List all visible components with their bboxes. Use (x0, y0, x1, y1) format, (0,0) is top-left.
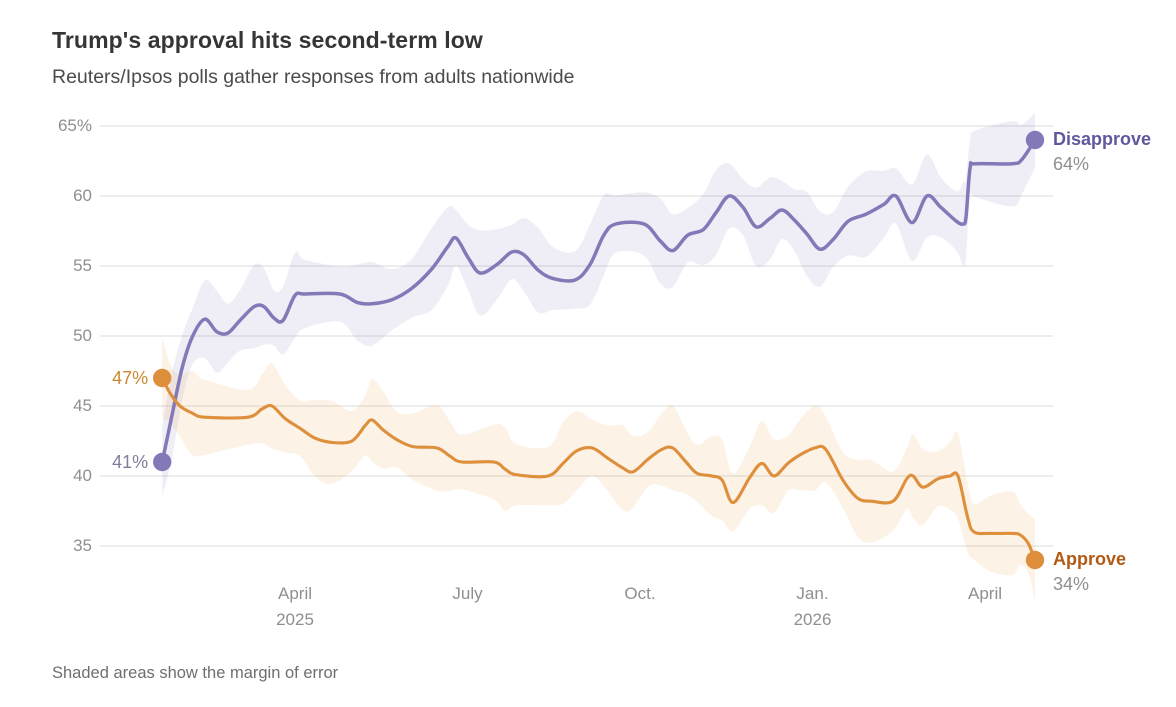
disapprove-series-label: Disapprove (1053, 129, 1152, 149)
disapprove-line (160, 138, 1037, 464)
chart-footnote: Shaded areas show the margin of error (52, 664, 339, 682)
approve-series-label: Approve (1053, 549, 1127, 569)
y-axis-label: 65% (57, 116, 92, 135)
x-axis-year-label: 2026 (793, 610, 832, 629)
x-axis-label: July (452, 584, 483, 603)
chart-subtitle: Reuters/Ipsos polls gather responses fro… (52, 66, 575, 88)
disapprove-end-dot (1025, 130, 1045, 150)
disapprove-end-value-label: 64% (1053, 154, 1090, 174)
x-axis-label: Oct. (624, 584, 656, 603)
x-axis-year-label: 2025 (276, 610, 314, 629)
disapprove-start-value-label: 41% (112, 452, 149, 472)
y-axis-label: 40 (73, 466, 92, 485)
y-axis-label: 55 (73, 256, 92, 275)
approve-end-dot (1025, 550, 1045, 570)
x-axis-label: April (277, 584, 312, 603)
disapprove-moe-band (162, 112, 1035, 497)
approve-start-dot (153, 368, 172, 388)
x-axis-label: April (967, 584, 1002, 603)
approve-start-value-label: 47% (112, 368, 149, 388)
y-axis-label: 50 (73, 326, 92, 345)
y-axis-label: 45 (73, 396, 92, 415)
y-axis-label: 35 (73, 536, 92, 555)
y-axis-label: 60 (73, 186, 92, 205)
approve-line (160, 376, 1037, 562)
approve-end-value-label: 34% (1053, 574, 1090, 594)
approve-moe-band (162, 337, 1035, 601)
x-axis-label: Jan. (796, 584, 829, 603)
disapprove-start-dot (153, 452, 172, 472)
chart-title: Trump's approval hits second-term low (52, 27, 483, 53)
